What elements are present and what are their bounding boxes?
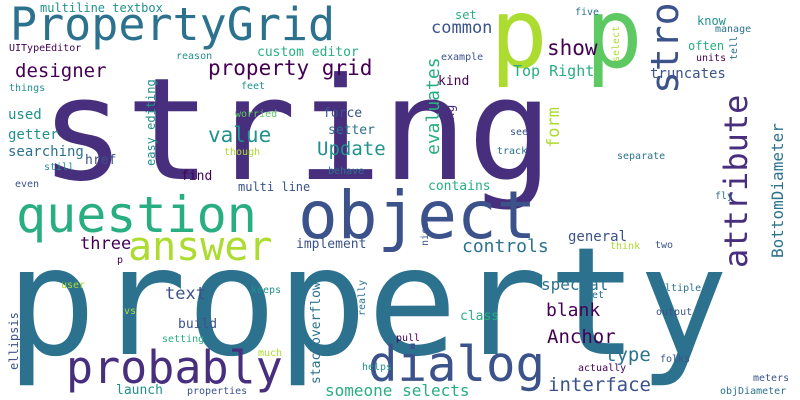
word: user	[61, 280, 86, 291]
word: controls	[462, 236, 549, 257]
word: p	[117, 255, 124, 266]
word: stackoverflow	[309, 282, 324, 384]
word: p	[490, 0, 548, 90]
word: easy editing	[144, 79, 158, 166]
word: truncates	[650, 66, 726, 82]
word: p	[585, 0, 643, 90]
word: contains	[428, 179, 491, 194]
word: BottomDiameter	[768, 123, 787, 258]
word: multiple	[653, 283, 702, 294]
word: set	[455, 8, 477, 22]
word: searching	[8, 144, 84, 160]
word: properties	[187, 386, 248, 397]
word: really	[357, 279, 368, 316]
word: units	[696, 53, 727, 64]
word: build	[178, 317, 218, 332]
word: objDiameter	[720, 386, 787, 397]
word: special	[541, 275, 609, 294]
word: getter	[8, 127, 59, 143]
word: probably	[66, 341, 283, 394]
word: much	[258, 348, 283, 359]
word: multiline textbox	[40, 1, 163, 15]
word: used	[8, 107, 42, 123]
word: meters	[753, 373, 790, 384]
word: folks	[660, 354, 691, 365]
word: force	[323, 106, 363, 121]
word: reason	[176, 51, 213, 62]
word: track	[497, 146, 528, 157]
word: setting	[162, 334, 205, 345]
word: form	[544, 107, 564, 148]
word: things	[9, 83, 46, 94]
word: five	[575, 7, 600, 18]
word: question	[16, 186, 257, 244]
word: Anchor	[547, 326, 616, 348]
word: separate	[617, 151, 666, 162]
word: class	[460, 309, 500, 324]
word: long	[443, 104, 458, 136]
word: fly	[715, 191, 734, 202]
word: actually	[578, 363, 627, 374]
word: text	[165, 284, 206, 304]
word: general	[568, 229, 628, 245]
word: worried	[235, 109, 278, 120]
word: type	[605, 344, 651, 366]
word: still	[44, 162, 75, 173]
word: someone selects	[325, 381, 470, 400]
word: property grid	[208, 56, 373, 80]
word: blank	[546, 300, 601, 321]
word: setter	[328, 123, 375, 138]
word: manage	[715, 24, 752, 35]
word: launch	[116, 383, 163, 398]
word: pull	[396, 333, 421, 344]
word: custom editor	[257, 45, 359, 60]
word: know	[697, 14, 726, 28]
word: even	[15, 179, 40, 190]
word: href	[85, 153, 117, 168]
word: nice	[420, 221, 431, 246]
word: dialog	[368, 336, 546, 393]
word: property	[6, 216, 729, 390]
word: output	[656, 307, 693, 318]
word: answer	[128, 224, 273, 270]
word: PropertyGrid	[10, 0, 336, 51]
word: helps	[362, 362, 393, 373]
word: attribute	[717, 94, 755, 268]
word: multi line	[238, 180, 311, 194]
word: though	[224, 147, 261, 158]
word: tell	[729, 35, 740, 60]
word: common	[431, 18, 493, 38]
word: Yet	[586, 290, 605, 301]
word: UITypeEditor	[9, 43, 82, 54]
word: three	[80, 234, 132, 254]
word: two	[655, 240, 674, 251]
word: see	[510, 127, 529, 138]
word: ellipsis	[7, 312, 21, 370]
word: designer	[15, 60, 107, 82]
word: keeps	[251, 285, 282, 296]
word: Update	[317, 138, 386, 160]
word: feet	[241, 81, 266, 92]
word: often	[688, 39, 725, 53]
word: vs	[124, 306, 137, 317]
word: implement	[296, 237, 367, 252]
word: example	[441, 52, 484, 63]
word: string	[40, 48, 553, 213]
word: show	[547, 36, 598, 60]
word: think	[610, 241, 641, 252]
word: object	[298, 177, 537, 254]
word: kind	[438, 74, 470, 89]
word: interface	[548, 374, 651, 396]
word: value	[208, 123, 272, 147]
word: Top Right	[513, 62, 595, 80]
word: select	[611, 25, 622, 62]
word: find	[181, 169, 213, 184]
word: evaluates	[423, 57, 444, 155]
word: behave	[328, 166, 365, 177]
